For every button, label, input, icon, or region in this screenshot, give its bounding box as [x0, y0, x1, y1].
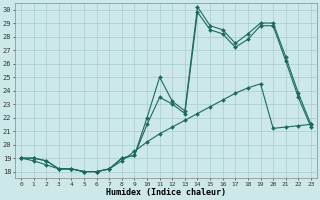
X-axis label: Humidex (Indice chaleur): Humidex (Indice chaleur) [106, 188, 226, 197]
